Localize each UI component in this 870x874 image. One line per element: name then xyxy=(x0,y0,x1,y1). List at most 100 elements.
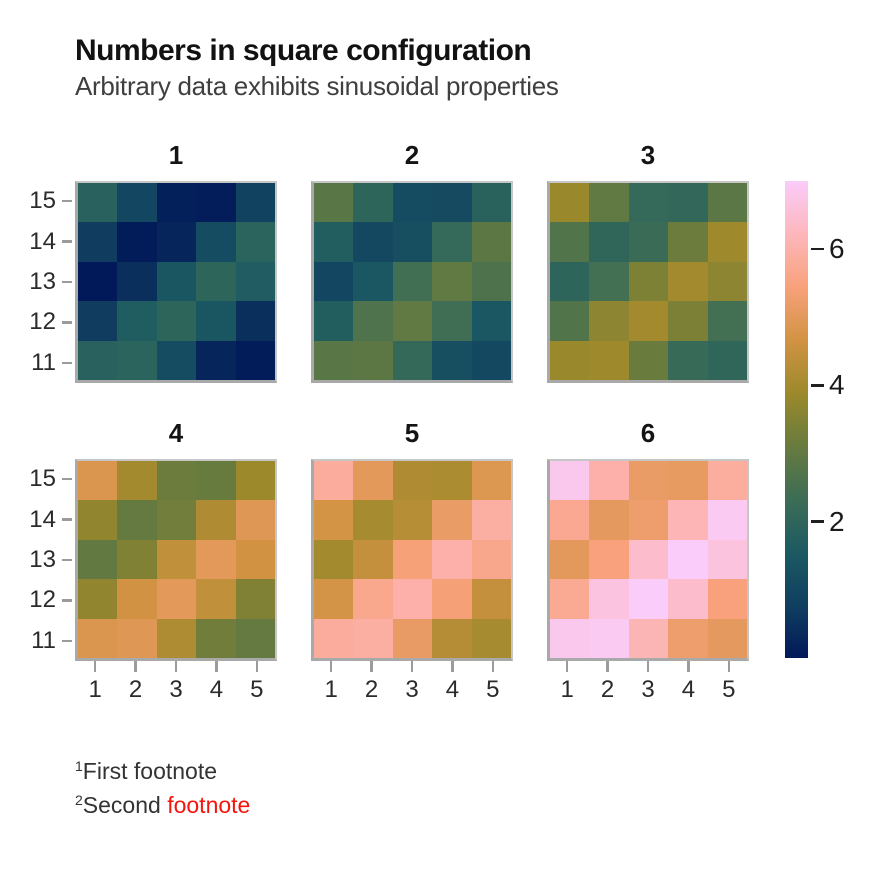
y-tick-label: 11 xyxy=(31,626,56,654)
heatmap-cell xyxy=(156,340,197,380)
colorbar-tick-mark xyxy=(811,520,824,523)
colorbar-tick-mark xyxy=(811,247,824,251)
x-tick-label: 5 xyxy=(250,676,264,703)
y-tick-mark xyxy=(62,321,72,324)
heatmap-cell xyxy=(432,340,472,380)
y-tick-label: 15 xyxy=(29,465,56,493)
heatmap-cell xyxy=(78,261,118,302)
heatmap-cell xyxy=(78,539,118,580)
facet-panel-6 xyxy=(547,459,749,661)
heatmap-cell xyxy=(550,301,590,341)
heatmap-cell xyxy=(78,461,118,501)
y-tick-mark xyxy=(62,518,72,521)
heatmap-cell xyxy=(235,500,275,540)
x-tick-label: 3 xyxy=(169,676,183,703)
heatmap-cell xyxy=(314,301,354,341)
heatmap-cell xyxy=(156,222,197,262)
heatmap-cell xyxy=(353,539,393,580)
x-tick-label: 1 xyxy=(560,676,574,703)
heatmap-cell xyxy=(78,340,118,380)
footnote-1-superscript: 1 xyxy=(75,758,83,774)
x-tick-label: 1 xyxy=(324,676,338,703)
heatmap-cell xyxy=(550,183,590,223)
heatmap-cell xyxy=(353,500,393,540)
heatmap-cell xyxy=(589,579,629,619)
heatmap-cell xyxy=(589,539,629,580)
heatmap-cell xyxy=(314,261,354,302)
heatmap-cell xyxy=(550,579,590,619)
heatmap-cell xyxy=(117,340,157,380)
heatmap-cell xyxy=(432,261,472,302)
colorbar-tick-mark xyxy=(811,384,824,387)
heatmap-cell xyxy=(392,539,433,580)
facet-title-2: 2 xyxy=(404,140,420,170)
heatmap-cell xyxy=(196,539,236,580)
heatmap-cell xyxy=(117,579,157,619)
heatmap-cell xyxy=(392,340,433,380)
heatmap-cell xyxy=(392,461,433,501)
y-tick-label: 13 xyxy=(29,268,56,295)
heatmap-cell xyxy=(78,301,118,341)
heatmap-cell xyxy=(235,183,275,223)
heatmap-cell xyxy=(432,183,472,223)
y-tick-label: 11 xyxy=(31,348,56,376)
heatmap-cell xyxy=(589,222,629,262)
heatmap-cell xyxy=(707,183,747,223)
x-tick-label: 5 xyxy=(486,676,500,703)
footnote-1: 1First footnote xyxy=(75,758,217,785)
heatmap-cell xyxy=(117,461,157,501)
heatmap-cell xyxy=(668,618,708,658)
facet-panel-5 xyxy=(311,459,513,661)
y-tick-label: 14 xyxy=(29,227,56,255)
footnote-1-text: First footnote xyxy=(82,758,218,784)
x-tick-mark xyxy=(410,661,414,672)
heatmap-cell xyxy=(668,340,708,380)
heatmap-cell xyxy=(628,301,669,341)
x-tick-mark xyxy=(370,661,373,672)
heatmap-cell xyxy=(628,261,669,302)
colorbar-tick-label: 4 xyxy=(829,369,845,401)
heatmap-cell xyxy=(78,500,118,540)
heatmap-cell xyxy=(628,222,669,262)
heatmap-cell xyxy=(471,261,511,302)
heatmap-cell xyxy=(628,579,669,619)
heatmap-cell xyxy=(471,500,511,540)
heatmap-cell xyxy=(78,618,118,658)
x-tick-label: 2 xyxy=(128,676,143,703)
heatmap-cell xyxy=(668,579,708,619)
heatmap-cell xyxy=(432,579,472,619)
heatmap-cell xyxy=(196,579,236,619)
heatmap-cell xyxy=(235,301,275,341)
heatmap-cell xyxy=(471,222,511,262)
footnote-2-highlight: footnote xyxy=(167,792,251,818)
heatmap-cell xyxy=(235,539,275,580)
heatmap-cell xyxy=(589,340,629,380)
heatmap-cell xyxy=(235,261,275,302)
heatmap-cell xyxy=(314,579,354,619)
x-tick-mark xyxy=(255,661,259,672)
y-tick-label: 15 xyxy=(29,187,56,215)
y-tick-mark xyxy=(62,558,72,562)
heatmap-cell xyxy=(314,183,354,223)
heatmap-cell xyxy=(235,461,275,501)
heatmap-cell xyxy=(589,261,629,302)
facet-panel-4 xyxy=(75,459,277,661)
heatmap-cell xyxy=(707,500,747,540)
heatmap-cell xyxy=(196,500,236,540)
x-tick-mark xyxy=(646,661,650,672)
heatmap-cell xyxy=(196,340,236,380)
heatmap-cell xyxy=(156,618,197,658)
x-tick-mark xyxy=(687,661,690,672)
heatmap-cell xyxy=(314,222,354,262)
facet-title-5: 5 xyxy=(404,418,420,448)
heatmap-cell xyxy=(392,261,433,302)
heatmap-cell xyxy=(432,618,472,658)
heatmap-cell xyxy=(314,500,354,540)
heatmap-cell xyxy=(392,618,433,658)
heatmap-cell xyxy=(117,301,157,341)
heatmap-cell xyxy=(156,539,197,580)
heatmap-cell xyxy=(314,618,354,658)
heatmap-cell xyxy=(668,261,708,302)
x-tick-label: 5 xyxy=(722,676,736,703)
y-tick-mark xyxy=(62,477,72,481)
